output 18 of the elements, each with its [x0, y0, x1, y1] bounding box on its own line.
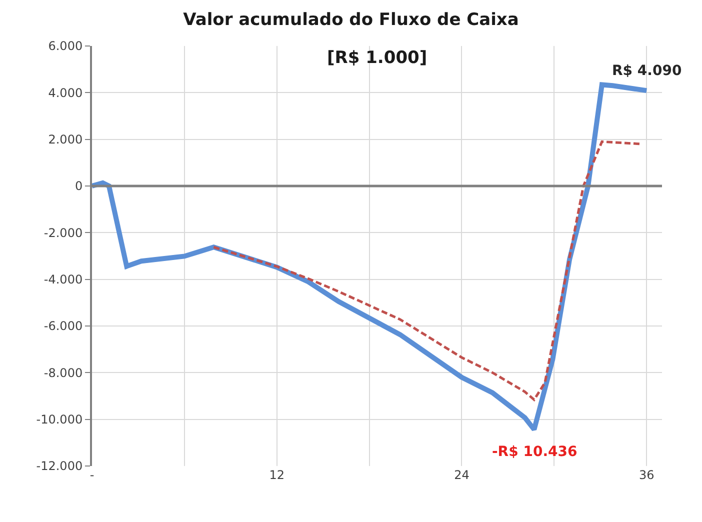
y-tick-label: -12.000 — [36, 459, 83, 474]
y-tick-label: -4.000 — [44, 272, 83, 287]
y-tick-label: -2.000 — [44, 226, 83, 240]
x-tick-label: 24 — [454, 468, 470, 482]
y-tick-label: -6.000 — [44, 319, 83, 334]
y-tick-label: -8.000 — [44, 366, 83, 380]
x-tick-label: 36 — [638, 468, 654, 482]
chart-title: Valor acumulado do Fluxo de Caixa — [183, 10, 519, 30]
chart-subtitle: [R$ 1.000] — [327, 48, 428, 68]
y-tick-label: 2.000 — [48, 132, 83, 147]
annotation: R$ 4.090 — [612, 63, 682, 79]
annotation: -R$ 10.436 — [492, 444, 578, 460]
x-tick-label: - — [90, 468, 94, 482]
y-tick-label: 4.000 — [48, 86, 83, 100]
y-tick-label: -10.000 — [36, 412, 83, 427]
y-tick-label: 6.000 — [48, 39, 83, 54]
y-tick-label: 0 — [74, 179, 83, 194]
x-tick-label: 12 — [269, 468, 284, 482]
